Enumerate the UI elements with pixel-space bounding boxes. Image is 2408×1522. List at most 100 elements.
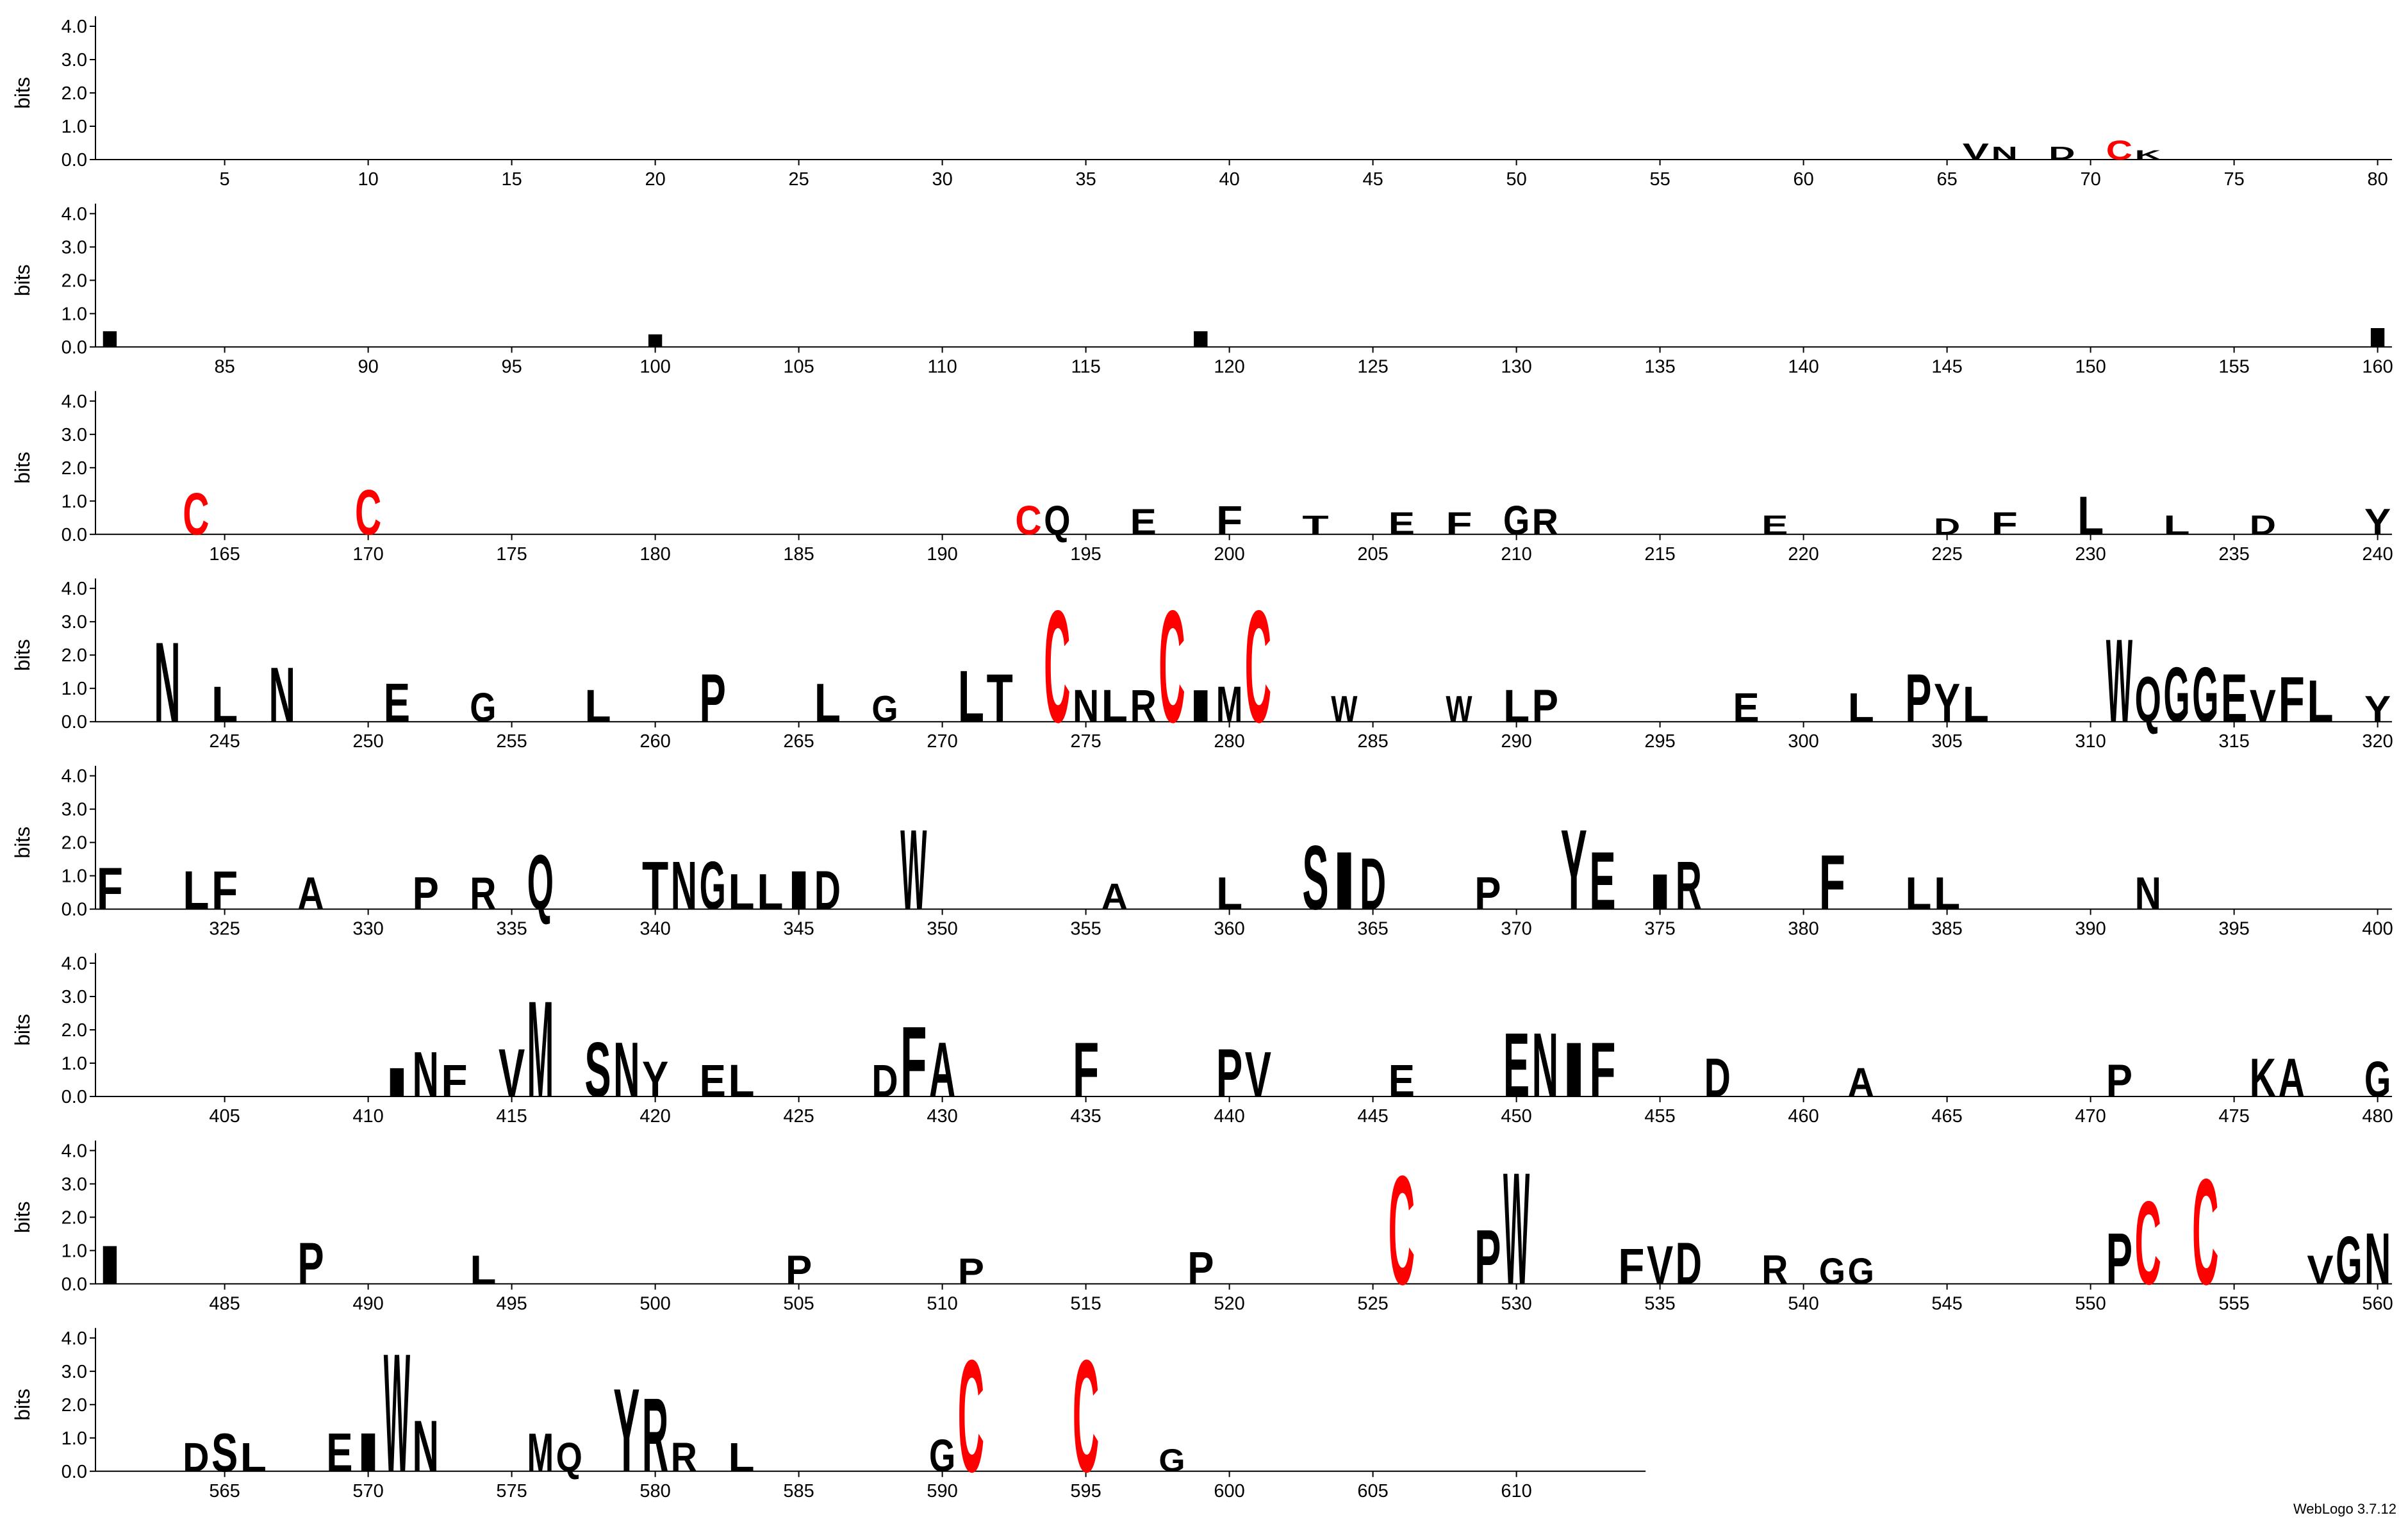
x-tick-label: 170 (352, 544, 383, 565)
logo-letter: Y (2364, 689, 2391, 730)
logo-letter: K (2135, 147, 2161, 163)
logo-letter: L (2307, 669, 2333, 735)
logo-letter: Y (1561, 806, 1587, 934)
logo-letter: P (1187, 1243, 1214, 1294)
logo-letter: L (728, 1055, 754, 1107)
logo-letter: I (2364, 322, 2391, 353)
logo-letter: M (1216, 677, 1242, 732)
y-tick-label: 0.0 (62, 150, 87, 170)
logo-letter: P (1532, 681, 1558, 732)
x-tick-label: 555 (2218, 1293, 2249, 1314)
y-axis-label: bits (11, 452, 34, 484)
x-tick-label: 290 (1501, 731, 1531, 752)
y-tick-label: 1.0 (62, 866, 87, 887)
x-tick-label: 465 (1931, 1106, 1962, 1127)
logo-letter: D (2250, 509, 2276, 540)
x-tick-label: 540 (1788, 1293, 1818, 1314)
x-tick-label: 105 (783, 356, 814, 377)
logo-letter: L (958, 656, 984, 738)
logo-letter: F (1819, 838, 1845, 925)
logo-letter: V (1245, 1039, 1271, 1111)
x-tick-label: 525 (1357, 1293, 1388, 1314)
logo-letter: P (297, 1231, 324, 1297)
y-tick-label: 4.0 (62, 1141, 87, 1161)
x-tick-label: 490 (352, 1293, 383, 1314)
x-tick-label: 500 (639, 1293, 670, 1314)
x-tick-label: 400 (2362, 919, 2393, 939)
logo-letter: F (1589, 1026, 1615, 1113)
y-axis-label: bits (11, 1014, 34, 1046)
logo-letter: E (1503, 1014, 1530, 1116)
logo-letter: N (413, 1039, 439, 1111)
x-tick-label: 20 (645, 169, 665, 190)
y-tick-label: 3.0 (62, 50, 87, 70)
logo-letter: N (1532, 1014, 1558, 1116)
x-tick-label: 80 (2367, 169, 2387, 190)
y-tick-label: 3.0 (62, 612, 87, 633)
y-tick-label: 2.0 (62, 83, 87, 104)
x-tick-label: 415 (496, 1106, 527, 1127)
logo-letter: N (671, 847, 697, 923)
y-tick-label: 1.0 (62, 1241, 87, 1261)
x-tick-label: 165 (209, 544, 240, 565)
logo-letter: L (1934, 868, 1960, 920)
x-tick-label: 410 (352, 1106, 383, 1127)
logo-letter: Q (2135, 665, 2161, 736)
logo-letter: T (1302, 509, 1328, 540)
logo-letter: L (1503, 681, 1530, 732)
logo-letter: G (1159, 1442, 1185, 1478)
logo-letter: Q (556, 1434, 582, 1480)
x-tick-label: 215 (1644, 544, 1675, 565)
logo-letter: L (240, 1434, 267, 1480)
x-tick-label: 210 (1501, 544, 1531, 565)
logo-letter: G (1819, 1251, 1845, 1292)
x-tick-label: 485 (209, 1293, 240, 1314)
logo-letter: L (1905, 868, 1931, 920)
x-tick-label: 480 (2362, 1106, 2393, 1127)
y-tick-label: 0.0 (62, 525, 87, 545)
y-axis-label: bits (11, 1202, 34, 1234)
y-tick-label: 4.0 (62, 204, 87, 224)
logo-letter: V (1647, 1234, 1673, 1296)
x-tick-label: 30 (932, 169, 952, 190)
x-tick-label: 315 (2218, 731, 2249, 752)
logo-letter: T (642, 847, 668, 923)
x-tick-label: 610 (1501, 1481, 1531, 1501)
logo-letter: W (384, 1319, 410, 1508)
logo-letter: A (929, 1026, 955, 1113)
x-tick-label: 245 (209, 731, 240, 752)
logo-letter: F (2279, 665, 2305, 736)
x-tick-label: 200 (1214, 544, 1244, 565)
x-tick-label: 360 (1214, 919, 1244, 939)
logo-letter: D (1676, 1231, 1702, 1297)
x-tick-label: 255 (496, 731, 527, 752)
logo-letter: L (584, 681, 611, 732)
x-tick-label: 75 (2223, 169, 2244, 190)
logo-letter: F (211, 859, 238, 921)
x-tick-label: 270 (927, 731, 957, 752)
logo-letter: C (2135, 1176, 2161, 1309)
x-tick-label: 190 (927, 544, 957, 565)
logo-letter: F (441, 1055, 467, 1107)
logo-letter: M (527, 973, 554, 1126)
logo-letter: W (2106, 614, 2132, 747)
x-tick-label: 295 (1644, 731, 1675, 752)
logo-letter: R (470, 868, 496, 920)
x-tick-label: 195 (1070, 544, 1101, 565)
y-tick-label: 2.0 (62, 1207, 87, 1228)
logo-letter: L (183, 859, 209, 921)
logo-letter: D (2049, 143, 2075, 163)
x-tick-label: 350 (927, 919, 957, 939)
y-tick-label: 0.0 (62, 1462, 87, 1482)
logo-letter: I (97, 1234, 123, 1296)
logo-letter: L (2163, 509, 2189, 540)
x-tick-label: 240 (2362, 544, 2393, 565)
logo-letter: C (183, 481, 209, 547)
logo-letter: C (1044, 578, 1070, 756)
x-tick-label: 15 (501, 169, 522, 190)
x-tick-label: 110 (927, 356, 957, 377)
y-tick-label: 2.0 (62, 645, 87, 666)
logo-letter: G (871, 689, 898, 730)
logo-letter: P (1905, 659, 1931, 736)
x-tick-label: 435 (1070, 1106, 1101, 1127)
